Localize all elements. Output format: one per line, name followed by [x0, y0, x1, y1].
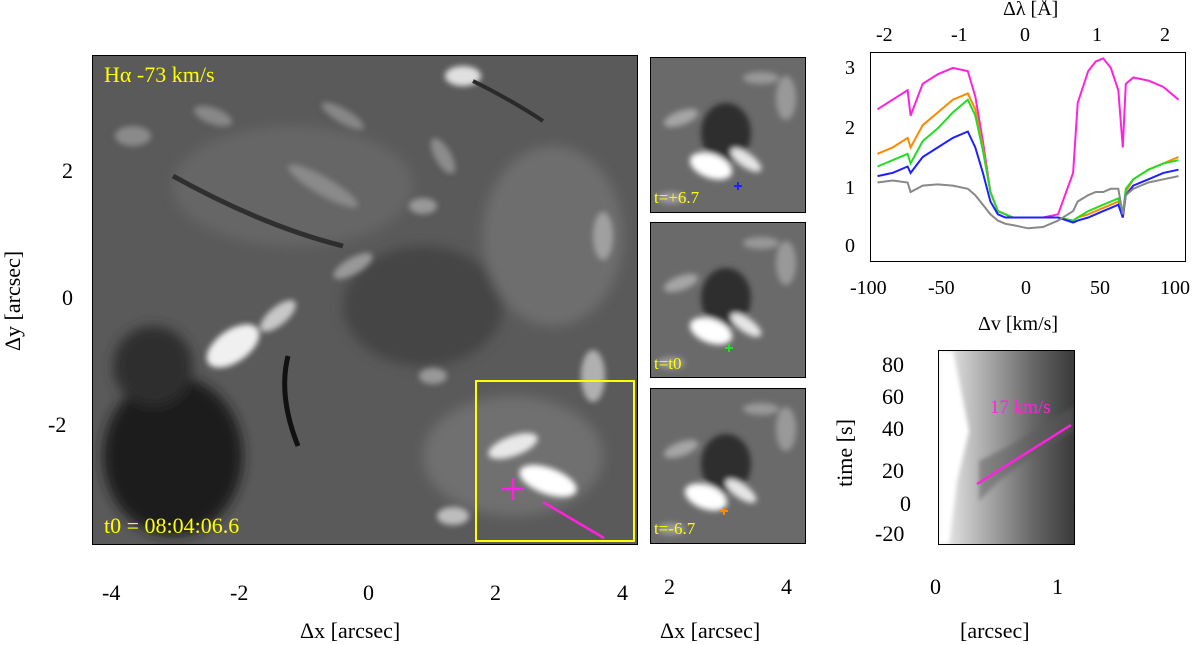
main-ytick-0: 0 [62, 285, 73, 310]
main-xtick-2: 2 [490, 580, 501, 605]
small-panel-t0-label: t=t0 [654, 354, 682, 373]
spectrum-series-4 [877, 175, 1179, 230]
small-panel-plus-label: t=+6.7 [654, 188, 700, 207]
main-xlabel: Δx [arcsec] [300, 618, 401, 643]
spec-ytick-0: 0 [845, 235, 855, 257]
spec-top-xtick-2: 2 [1160, 24, 1170, 46]
zoom-region-box [475, 380, 635, 542]
ts-ytick-60: 60 [882, 384, 904, 409]
timeslice-texture [939, 351, 1074, 544]
main-xtick-4: 4 [617, 580, 628, 605]
main-xtick-m2: -2 [230, 580, 249, 605]
timeslice-panel [938, 350, 1075, 545]
small-panel-minus-texture [651, 389, 805, 543]
small-panel-minus-label: t=-6.7 [654, 519, 696, 538]
reference-time-label: t0 = 08:04:06.6 [104, 513, 240, 538]
slit-line [542, 500, 605, 540]
spec-top-xtick-m2: -2 [876, 24, 893, 46]
speed-annotation: 17 km/s [990, 397, 1051, 418]
spec-xtick-50: 50 [1090, 277, 1110, 299]
spec-top-xtick-1: 1 [1092, 24, 1102, 46]
spec-ytick-3: 3 [845, 57, 855, 79]
spec-top-xtick-0: 0 [1020, 24, 1030, 46]
ts-xtick-1: 1 [1052, 574, 1063, 599]
spec-xtick-m50: -50 [928, 277, 955, 299]
speed-fit-line [976, 423, 1072, 486]
small-xlabel: Δx [arcsec] [660, 618, 761, 643]
main-ytick-m2: -2 [48, 412, 67, 437]
ts-ytick-40: 40 [882, 416, 904, 441]
small-xtick-2: 2 [664, 574, 675, 599]
wavelength-label: Hα -73 km/s [104, 62, 215, 87]
spectrum-top-xlabel: Δλ [Å] [1003, 0, 1059, 20]
small-xtick-4: 4 [781, 574, 792, 599]
spec-xtick-100: 100 [1160, 277, 1190, 299]
spec-xtick-m100: -100 [850, 277, 887, 299]
spec-ytick-1: 1 [845, 177, 855, 199]
small-panel-minus [650, 388, 806, 544]
ts-xlabel: [arcsec] [960, 618, 1030, 643]
main-xtick-0: 0 [363, 580, 374, 605]
main-image-texture [93, 56, 637, 544]
ts-ytick-0: 0 [900, 491, 911, 516]
spectrum-xlabel: Δv [km/s] [978, 313, 1059, 335]
ts-xtick-0: 0 [930, 574, 941, 599]
spectrum-plot [870, 52, 1186, 262]
spec-top-xtick-m1: -1 [951, 24, 968, 46]
main-xtick-m4: -4 [102, 580, 121, 605]
ts-ytick-20: 20 [882, 458, 904, 483]
small-panel-plus-texture [651, 58, 805, 212]
ts-ylabel: time [s] [832, 419, 857, 487]
main-image-panel [92, 55, 638, 545]
ts-ytick-m20: -20 [875, 521, 905, 546]
ts-ytick-80: 80 [882, 352, 904, 377]
spec-ytick-2: 2 [845, 117, 855, 139]
small-panel-plus [650, 57, 806, 213]
main-ytick-2: 2 [62, 158, 73, 183]
spec-xtick-0: 0 [1021, 277, 1031, 299]
